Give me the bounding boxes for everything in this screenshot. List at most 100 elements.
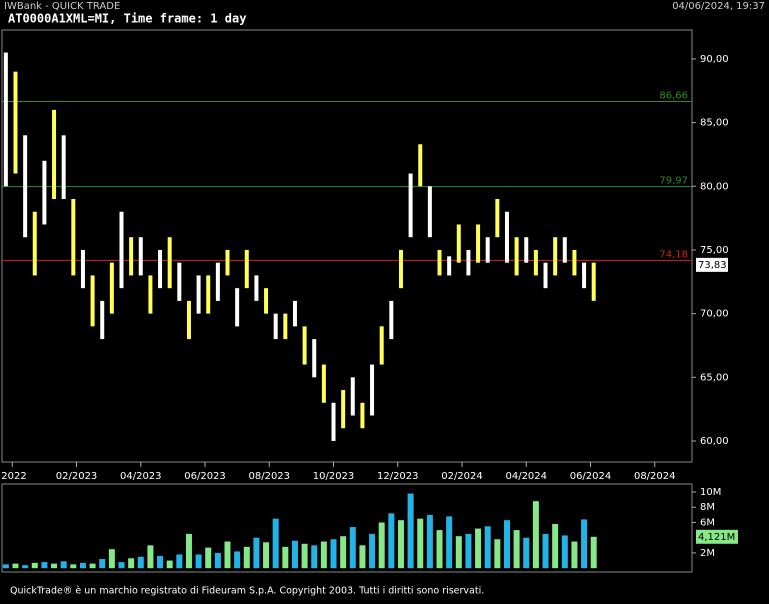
y-tick-label: 70,00 — [700, 309, 729, 320]
price-bar — [90, 275, 95, 327]
price-bar — [543, 262, 548, 289]
price-bar — [389, 300, 394, 340]
volume-bar — [455, 536, 462, 569]
price-bar — [370, 364, 375, 416]
price-bar — [225, 249, 230, 276]
price-bar — [398, 249, 403, 289]
price-bar — [466, 249, 471, 276]
volume-bar — [503, 520, 510, 569]
price-bar — [582, 262, 587, 289]
y-tick-label: 90,00 — [700, 54, 729, 65]
volume-frame — [1, 483, 693, 573]
volume-bar — [2, 564, 9, 569]
volume-bar — [359, 545, 366, 569]
price-bar — [138, 237, 143, 276]
volume-bar — [484, 526, 491, 569]
price-bar — [42, 160, 47, 225]
volume-bar — [224, 541, 231, 569]
volume-bar — [388, 513, 395, 569]
volume-bar — [590, 536, 597, 569]
timestamp: 04/06/2024, 19:37 — [672, 1, 765, 12]
volume-bar — [407, 493, 414, 569]
volume-y-tick-label: 10M — [700, 487, 721, 498]
price-bar — [379, 326, 384, 365]
volume-bar — [320, 541, 327, 569]
volume-bar — [89, 563, 96, 569]
volume-bar — [108, 549, 115, 569]
price-bar — [273, 313, 278, 340]
y-tick-label: 85,00 — [700, 118, 729, 129]
reference-label: 74,18 — [659, 249, 688, 260]
price-bar — [476, 224, 481, 263]
volume-bar — [397, 520, 404, 569]
price-bar — [3, 52, 8, 187]
price-bar — [514, 237, 519, 276]
x-tick-label: 12/2023 — [377, 471, 419, 482]
volume-bar — [426, 514, 433, 569]
price-bar — [244, 249, 249, 289]
price-bar — [158, 249, 163, 289]
price-bar — [254, 275, 259, 301]
last-price: 73,83 — [698, 260, 727, 271]
footer: QuickTrade® è un marchio registrato di F… — [10, 586, 484, 597]
volume-bar — [340, 536, 347, 569]
volume-bar — [513, 530, 520, 569]
price-bar — [283, 313, 288, 340]
x-tick-label: 2022 — [1, 471, 26, 482]
volume-bar — [417, 518, 424, 569]
volume-bar — [157, 556, 164, 569]
volume-bar — [128, 558, 135, 569]
price-bar — [235, 288, 240, 327]
x-tick-label: 04/2024 — [505, 471, 547, 482]
x-tick-label: 08/2024 — [634, 471, 676, 482]
volume-bar — [263, 542, 270, 569]
x-tick-label: 04/2023 — [120, 471, 162, 482]
price-bar — [321, 364, 326, 403]
price-bar — [312, 339, 317, 378]
price-bar — [129, 237, 134, 276]
chart-title: AT0000A1XML=MI, Time frame: 1 day — [8, 12, 246, 26]
volume-bar — [41, 562, 48, 569]
price-bar — [456, 224, 461, 263]
volume-bar — [22, 565, 29, 569]
price-bar — [264, 288, 269, 314]
last-price-box — [696, 257, 728, 272]
volume-bar — [532, 501, 539, 569]
app-name: IWBank - QUICK TRADE — [4, 1, 120, 12]
price-bar — [408, 173, 413, 238]
volume-bar — [31, 562, 38, 569]
volume-y-tick-label: 2M — [700, 548, 715, 559]
volume-bar — [272, 518, 279, 569]
volume-bar — [166, 560, 173, 569]
price-bar — [562, 237, 567, 263]
volume-bar — [571, 541, 578, 569]
volume-bar — [475, 528, 482, 569]
price-bar — [13, 71, 18, 174]
price-bar — [71, 199, 76, 276]
volume-bar — [330, 539, 337, 569]
price-bar — [23, 135, 28, 238]
volume-bar — [291, 540, 298, 569]
volume-bar — [51, 563, 58, 569]
price-bar — [186, 300, 191, 340]
reference-label: 86,66 — [659, 90, 688, 101]
volume-bar — [147, 545, 154, 569]
volume-bar — [253, 537, 260, 569]
volume-bar — [234, 551, 241, 569]
volume-bar — [282, 546, 289, 569]
volume-bar — [301, 543, 308, 569]
price-bar — [148, 275, 153, 314]
volume-bar — [494, 539, 501, 569]
volume-bar — [552, 524, 559, 569]
volume-bar — [12, 563, 19, 569]
price-bar — [52, 109, 57, 200]
volume-bar — [436, 530, 443, 569]
volume-bar — [99, 559, 106, 569]
volume-bar — [311, 545, 318, 569]
price-bar — [292, 300, 297, 327]
x-tick-label: 06/2023 — [184, 471, 226, 482]
x-tick-label: 02/2023 — [56, 471, 98, 482]
price-bar — [360, 402, 365, 429]
